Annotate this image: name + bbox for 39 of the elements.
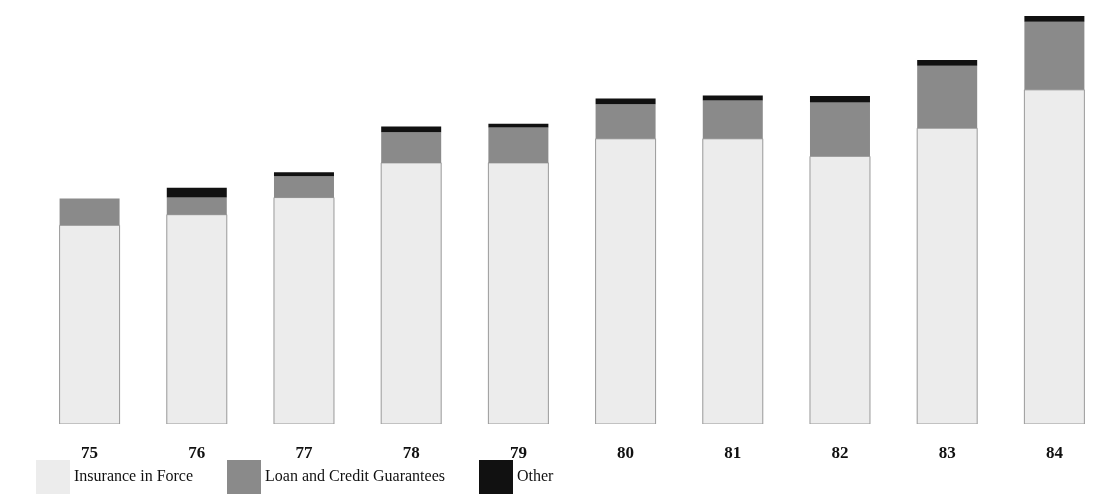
bar <box>166 197 227 215</box>
x-tick-label: 79 <box>509 443 527 463</box>
bar <box>381 132 442 163</box>
bar <box>1024 16 1085 22</box>
bar <box>702 138 764 424</box>
bar <box>595 138 657 424</box>
bar <box>917 60 978 66</box>
bar <box>273 197 335 424</box>
bar <box>59 224 121 424</box>
bar <box>488 127 549 163</box>
bar <box>809 95 870 103</box>
bar <box>59 198 120 226</box>
bar <box>166 214 228 424</box>
bar <box>916 127 978 424</box>
legend-label: Insurance in Force <box>74 466 194 484</box>
bar <box>595 98 656 105</box>
legend-label: Loan and Credit Guarantees <box>265 466 445 484</box>
bar <box>595 104 656 139</box>
bar <box>166 187 227 198</box>
bar <box>273 172 334 177</box>
bar <box>273 176 334 198</box>
legend-label: Other <box>517 466 554 484</box>
x-tick-label: 82 <box>831 443 849 463</box>
x-tick-label: 84 <box>1045 443 1064 463</box>
bar <box>917 65 978 129</box>
x-tick-label: 75 <box>81 443 99 463</box>
x-tick-label: 80 <box>617 443 635 463</box>
bar <box>1024 21 1085 90</box>
x-tick-label: 78 <box>402 443 420 463</box>
bar <box>809 155 871 424</box>
bar <box>702 100 763 139</box>
bar <box>487 162 549 424</box>
x-tick-label: 81 <box>724 443 742 463</box>
bar <box>1023 89 1085 424</box>
x-tick-label: 76 <box>188 443 206 463</box>
bar <box>380 162 442 424</box>
bar <box>809 102 870 157</box>
x-tick-label: 83 <box>938 443 956 463</box>
x-tick-label: 77 <box>295 443 313 463</box>
